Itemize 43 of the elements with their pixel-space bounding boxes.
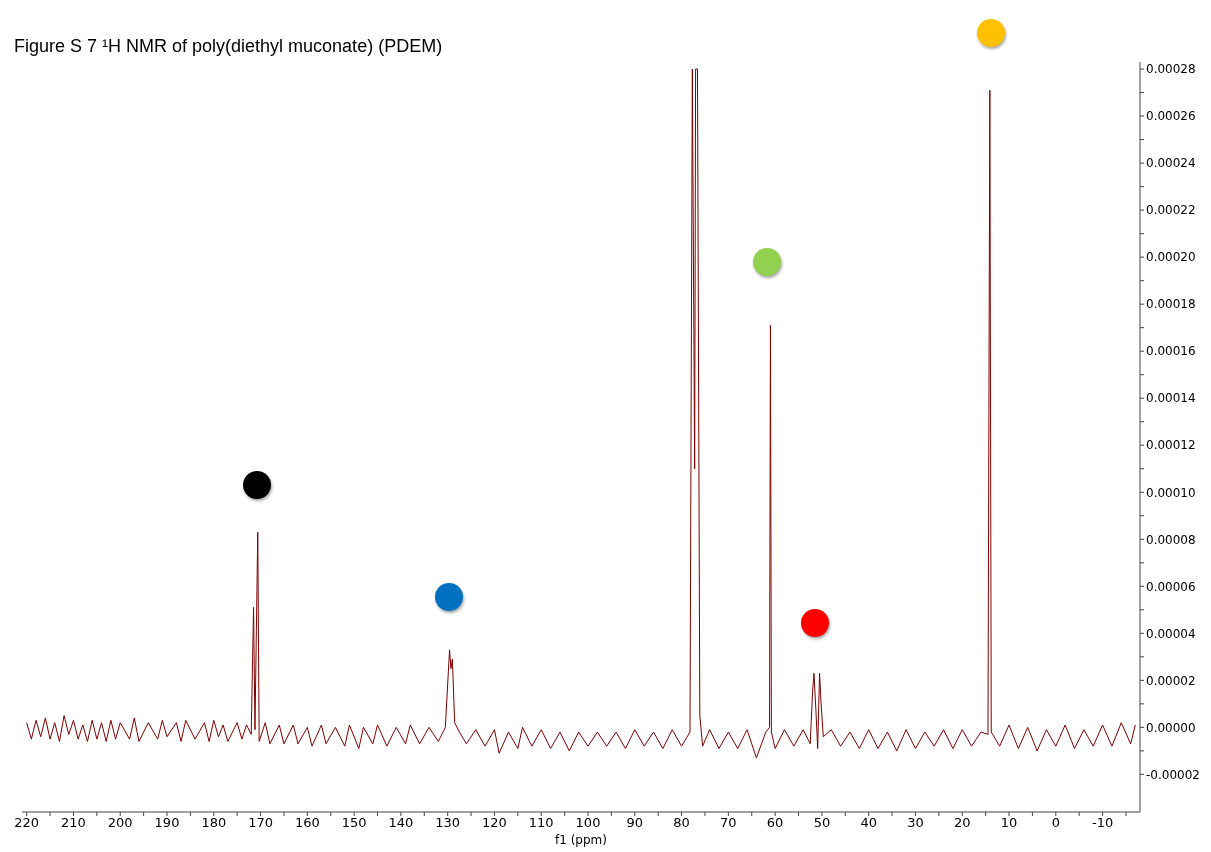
y-tick-label: 0.00012 xyxy=(1146,438,1196,453)
y-tick-label: -0.00002 xyxy=(1146,767,1200,782)
x-tick-label: -10 xyxy=(1091,815,1114,831)
x-tick-label: 130 xyxy=(435,815,461,831)
x-tick-label: 70 xyxy=(720,815,737,831)
x-tick-label: 170 xyxy=(248,815,273,831)
x-tick-label: 50 xyxy=(813,815,831,831)
y-tick-label: 0.00002 xyxy=(1146,673,1196,688)
x-tick-label: 160 xyxy=(294,815,320,831)
x-tick-label: 180 xyxy=(201,815,227,831)
y-tick-label: 0.00004 xyxy=(1146,626,1196,641)
y-tick-label: 0.00000 xyxy=(1146,720,1196,735)
x-tick-label: 110 xyxy=(528,815,554,831)
x-tick-label: 10 xyxy=(1000,815,1018,831)
x-tick-label: 190 xyxy=(154,815,180,831)
y-tick-label: 0.00022 xyxy=(1146,203,1196,218)
line-series xyxy=(26,68,1136,759)
x-tick-label: 80 xyxy=(673,815,690,831)
y-tick-label: 0.00028 xyxy=(1146,62,1196,77)
x-tick-label: 140 xyxy=(388,815,414,831)
x-tick-label: 90 xyxy=(626,815,644,831)
y-tick-label: 0.00020 xyxy=(1146,250,1196,265)
y-tick-label: 0.00010 xyxy=(1146,485,1196,500)
x-tick-label: 40 xyxy=(860,815,877,831)
x-tick-label: 150 xyxy=(341,815,367,831)
x-tick-label: 120 xyxy=(482,815,507,831)
y-tick-label: 0.00014 xyxy=(1146,391,1196,406)
x-tick-label: 210 xyxy=(61,815,86,831)
y-tick-label: 0.00006 xyxy=(1146,579,1196,594)
x-tick-label: 220 xyxy=(14,815,40,831)
x-tick-label: 0 xyxy=(1051,815,1060,831)
x-tick-label: 20 xyxy=(953,815,971,831)
x-axis-title: f1 (ppm) xyxy=(555,833,607,847)
y-tick-label: 0.00026 xyxy=(1146,109,1196,124)
y-tick-label: 0.00018 xyxy=(1146,297,1196,312)
x-tick-label: 100 xyxy=(575,815,601,831)
y-tick-label: 0.00024 xyxy=(1146,156,1196,171)
x-tick-label: 30 xyxy=(907,815,924,831)
chart-title: Figure S 7 ¹H NMR of poly(diethyl muconate) (PDEM) xyxy=(14,36,443,57)
y-tick-label: 0.00016 xyxy=(1146,344,1196,359)
y-tick-label: 0.00008 xyxy=(1146,532,1196,547)
x-tick-label: 60 xyxy=(766,815,784,831)
x-tick-label: 200 xyxy=(107,815,133,831)
